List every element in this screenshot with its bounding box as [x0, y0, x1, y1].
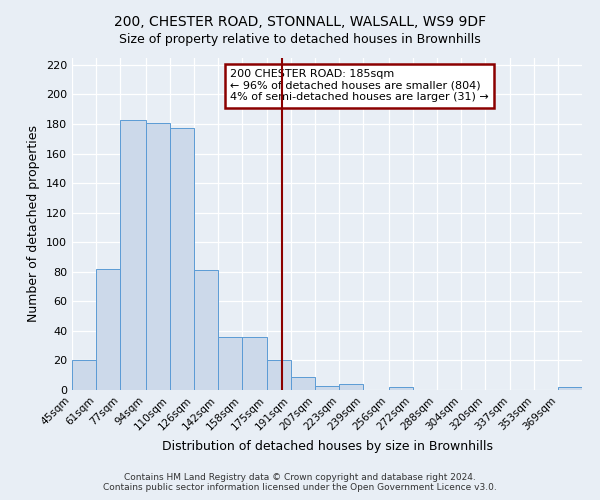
- Y-axis label: Number of detached properties: Number of detached properties: [28, 125, 40, 322]
- X-axis label: Distribution of detached houses by size in Brownhills: Distribution of detached houses by size …: [161, 440, 493, 453]
- Bar: [339, 384, 363, 390]
- Text: 200, CHESTER ROAD, STONNALL, WALSALL, WS9 9DF: 200, CHESTER ROAD, STONNALL, WALSALL, WS…: [114, 15, 486, 29]
- Bar: [72, 360, 96, 390]
- Bar: [120, 120, 146, 390]
- Text: Contains HM Land Registry data © Crown copyright and database right 2024.
Contai: Contains HM Land Registry data © Crown c…: [103, 473, 497, 492]
- Bar: [389, 387, 413, 390]
- Bar: [170, 128, 193, 390]
- Bar: [193, 270, 218, 390]
- Bar: [218, 337, 241, 390]
- Bar: [315, 386, 339, 390]
- Bar: [267, 360, 291, 390]
- Text: Size of property relative to detached houses in Brownhills: Size of property relative to detached ho…: [119, 32, 481, 46]
- Bar: [241, 337, 267, 390]
- Bar: [96, 269, 120, 390]
- Bar: [146, 122, 170, 390]
- Bar: [558, 387, 582, 390]
- Text: 200 CHESTER ROAD: 185sqm
← 96% of detached houses are smaller (804)
4% of semi-d: 200 CHESTER ROAD: 185sqm ← 96% of detach…: [230, 69, 489, 102]
- Bar: [291, 376, 315, 390]
